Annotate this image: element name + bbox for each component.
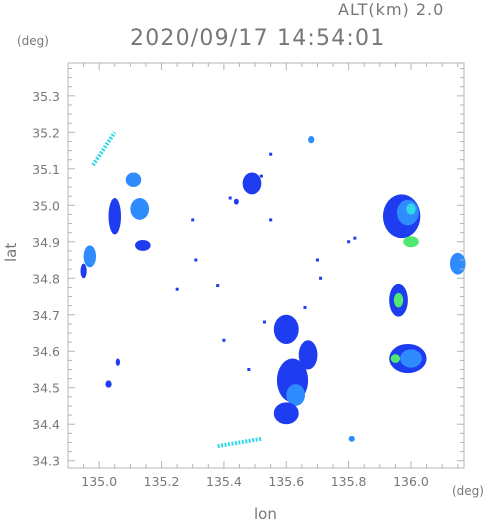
y-tick-label: 34.6 — [32, 344, 60, 359]
echo-speckle — [222, 338, 226, 342]
echo-weak — [105, 380, 112, 388]
echo-speckle — [191, 218, 195, 222]
echo-speckle — [319, 276, 323, 280]
altitude-label: ALT(km) 2.0 — [338, 0, 445, 19]
y-tick-label: 35.2 — [32, 125, 60, 140]
y-tick-label: 34.3 — [32, 454, 60, 469]
echo-strong — [393, 292, 404, 308]
echo-speckle — [303, 305, 307, 309]
x-tick-label: 135.0 — [81, 474, 117, 489]
echo-light — [130, 198, 150, 220]
y-axis-label: lat — [2, 242, 20, 262]
echo-light — [449, 252, 466, 275]
x-tick-label: 135.8 — [331, 474, 367, 489]
echo-weak — [80, 263, 87, 279]
echo-light — [308, 135, 315, 144]
echo-strong — [403, 236, 419, 248]
echo-weak — [115, 358, 121, 366]
x-tick-label: 135.4 — [206, 474, 242, 489]
x-unit-label: (deg) — [452, 484, 484, 498]
echo-speckle — [247, 367, 251, 371]
echo-weak — [298, 340, 318, 370]
y-tick-label: 34.9 — [32, 235, 60, 250]
echo-weak — [242, 172, 262, 195]
echo-weak — [273, 314, 299, 344]
echo-speckle — [216, 284, 220, 288]
y-tick-label: 35.1 — [32, 162, 60, 177]
x-axis-label: lon — [254, 505, 277, 523]
echo-weak — [135, 239, 151, 251]
y-tick-label: 34.7 — [32, 308, 60, 323]
y-tick-label: 34.4 — [32, 417, 60, 432]
x-tick-label: 136.0 — [393, 474, 429, 489]
tick-layer: 135.0 135.2 135.4 135.6 135.8 136.0 34.3 34.4 34… — [32, 63, 464, 489]
echo-moderate — [406, 203, 416, 215]
echo-speckle — [259, 174, 263, 178]
y-tick-label: 35.3 — [32, 89, 60, 104]
plot-frame — [67, 62, 465, 469]
echo-speckle — [347, 240, 351, 244]
echo-streak — [217, 436, 262, 449]
echo-light — [83, 245, 97, 268]
echo-speckle — [353, 236, 357, 240]
x-tick-label: 135.6 — [268, 474, 304, 489]
echo-streak — [91, 131, 117, 167]
datetime-label: 2020/09/17 14:54:01 — [130, 26, 386, 51]
y-tick-label: 34.8 — [32, 271, 60, 286]
echo-speckle — [175, 287, 179, 291]
echo-layer — [80, 131, 466, 449]
echo-light — [400, 349, 422, 368]
y-tick-label: 35.0 — [32, 198, 60, 213]
x-tick-label: 135.2 — [144, 474, 180, 489]
echo-speckle — [269, 152, 273, 156]
echo-speckle — [194, 258, 198, 262]
y-tick-label: 34.5 — [32, 381, 60, 396]
echo-strong — [390, 354, 401, 363]
echo-speckle — [262, 320, 266, 324]
echo-light — [348, 435, 355, 442]
echo-weak — [233, 198, 239, 205]
echo-light — [125, 172, 142, 188]
echo-speckle — [228, 196, 232, 200]
echo-light — [286, 384, 305, 406]
echo-speckle — [315, 258, 319, 262]
echo-speckle — [269, 218, 273, 222]
y-unit-label: (deg) — [17, 34, 49, 48]
echo-weak — [108, 198, 122, 235]
echo-weak — [273, 402, 299, 425]
